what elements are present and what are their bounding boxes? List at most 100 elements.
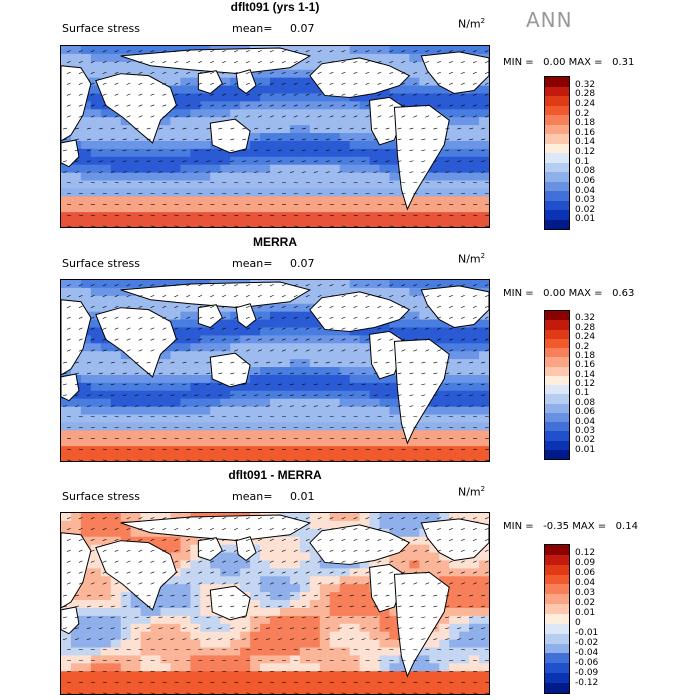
colorbar-segment bbox=[545, 663, 569, 674]
colorbar-segment bbox=[545, 643, 569, 654]
colorbar-segment bbox=[545, 633, 569, 644]
colorbar-tick-label: 0.08 bbox=[575, 397, 596, 408]
colorbar-segment bbox=[545, 162, 569, 172]
field-name: Surface stress bbox=[62, 490, 140, 503]
colorbar-segment bbox=[545, 124, 569, 134]
mean-value: 0.07 bbox=[290, 257, 315, 270]
wind-vectors bbox=[63, 284, 489, 461]
mean-value: 0.01 bbox=[290, 490, 315, 503]
colorbar-segment bbox=[545, 385, 569, 395]
colorbar-segment bbox=[545, 210, 569, 220]
colorbar-tick-label: 0.24 bbox=[575, 98, 596, 109]
colorbar-segment bbox=[545, 311, 569, 321]
colorbar-segment bbox=[545, 338, 569, 348]
panel-title: dflt091 (yrs 1-1) bbox=[230, 0, 320, 14]
colorbar-segment bbox=[545, 412, 569, 422]
map-panel bbox=[60, 279, 490, 462]
season-label: ANN bbox=[526, 8, 573, 32]
colorbar-tick-label: 0.06 bbox=[575, 568, 596, 578]
colorbar-segment bbox=[545, 614, 569, 624]
map-panel bbox=[60, 45, 490, 228]
colorbar-segment bbox=[545, 172, 569, 182]
colorbar-tick-label: 0.2 bbox=[575, 341, 590, 352]
colorbar-tick-label: 0.12 bbox=[575, 379, 596, 389]
colorbar-tick-label: 0.1 bbox=[575, 156, 590, 167]
colorbar-tick-label: 0.24 bbox=[575, 332, 596, 343]
colorbar-tick-label: 0.28 bbox=[575, 322, 596, 333]
colorbar-segment bbox=[545, 545, 569, 555]
colorbar-tick-label: 0.01 bbox=[575, 608, 596, 618]
mean-label: mean= bbox=[232, 22, 273, 35]
colorbar-segment bbox=[545, 77, 569, 87]
units-label: N/m2 bbox=[458, 17, 486, 31]
colorbar-tick-label: 0.14 bbox=[575, 137, 596, 148]
min-max-readout: MIN = -0.35 MAX = 0.14 bbox=[503, 521, 638, 532]
colorbar-tick-label: 0.02 bbox=[575, 204, 596, 215]
colorbar-tick-label: 0.12 bbox=[575, 147, 596, 157]
colorbar-tick-label: 0.18 bbox=[575, 118, 596, 129]
colorbar-segment bbox=[545, 153, 569, 163]
colorbar-tick-label: 0.01 bbox=[575, 444, 596, 455]
colorbar bbox=[544, 310, 570, 460]
colorbar-tick-label: -0.01 bbox=[575, 628, 599, 638]
colorbar-tick-label: -0.04 bbox=[575, 648, 599, 658]
colorbar-tick-label: -0.02 bbox=[575, 638, 599, 648]
colorbar-segment bbox=[545, 594, 569, 605]
panel-title: dflt091 - MERRA bbox=[228, 468, 322, 482]
colorbar-tick-label: 0.32 bbox=[575, 79, 596, 90]
colorbar-tick-label: 0.02 bbox=[575, 598, 596, 608]
colorbar-segment bbox=[545, 115, 569, 125]
colorbar-segment bbox=[545, 449, 569, 459]
colorbar-tick-label: -0.06 bbox=[575, 658, 599, 668]
colorbar-tick-label: 0.32 bbox=[575, 313, 596, 324]
mean-label: mean= bbox=[232, 490, 273, 503]
colorbar-segment bbox=[545, 134, 569, 144]
colorbar bbox=[544, 76, 570, 230]
colorbar-tick-label: 0.28 bbox=[575, 89, 596, 100]
colorbar-segment bbox=[545, 191, 569, 201]
colorbar-segment bbox=[545, 200, 569, 210]
colorbar-segment bbox=[545, 422, 569, 432]
colorbar-tick-label: -0.12 bbox=[575, 678, 599, 688]
colorbar-segment bbox=[545, 440, 569, 450]
colorbar-segment bbox=[545, 623, 569, 634]
colorbar-segment bbox=[545, 143, 569, 153]
colorbar-tick-label: 0.04 bbox=[575, 578, 596, 588]
colorbar-tick-label: 0.16 bbox=[575, 127, 596, 138]
colorbar-segment bbox=[545, 366, 569, 376]
colorbar-segment bbox=[545, 431, 569, 441]
colorbar-segment bbox=[545, 653, 569, 664]
colorbar-segment bbox=[545, 329, 569, 339]
colorbar-segment bbox=[545, 96, 569, 106]
panel-title: MERRA bbox=[253, 235, 297, 249]
colorbar-segment bbox=[545, 394, 569, 404]
colorbar-tick-label: 0.2 bbox=[575, 108, 590, 119]
colorbar-tick-label: 0.16 bbox=[575, 360, 596, 371]
wind-vectors bbox=[63, 517, 489, 694]
colorbar-tick-label: -0.09 bbox=[575, 668, 599, 678]
colorbar-segment bbox=[545, 357, 569, 367]
wind-vectors bbox=[63, 50, 489, 227]
colorbar-tick-label: 0 bbox=[575, 618, 581, 628]
colorbar-segment bbox=[545, 181, 569, 191]
min-max-readout: MIN = 0.00 MAX = 0.31 bbox=[503, 57, 635, 68]
colorbar-tick-label: 0.06 bbox=[575, 407, 596, 418]
colorbar-tick-label: 0.12 bbox=[575, 548, 596, 558]
colorbar-segment bbox=[545, 348, 569, 358]
colorbar-tick-label: 0.02 bbox=[575, 435, 596, 446]
colorbar-tick-label: 0.06 bbox=[575, 175, 596, 186]
colorbar-tick-label: 0.04 bbox=[575, 185, 596, 196]
units-label: N/m2 bbox=[458, 252, 486, 266]
colorbar-tick-label: 0.08 bbox=[575, 166, 596, 177]
colorbar-segment bbox=[545, 219, 569, 229]
continents bbox=[61, 47, 489, 211]
map-panel bbox=[60, 512, 490, 695]
min-max-readout: MIN = 0.00 MAX = 0.63 bbox=[503, 288, 635, 299]
units-label: N/m2 bbox=[458, 485, 486, 499]
colorbar-segment bbox=[545, 86, 569, 96]
continents bbox=[61, 514, 489, 678]
colorbar-segment bbox=[545, 574, 569, 585]
colorbar bbox=[544, 544, 570, 694]
colorbar-tick-label: 0.1 bbox=[575, 388, 590, 399]
colorbar-segment bbox=[545, 584, 569, 595]
